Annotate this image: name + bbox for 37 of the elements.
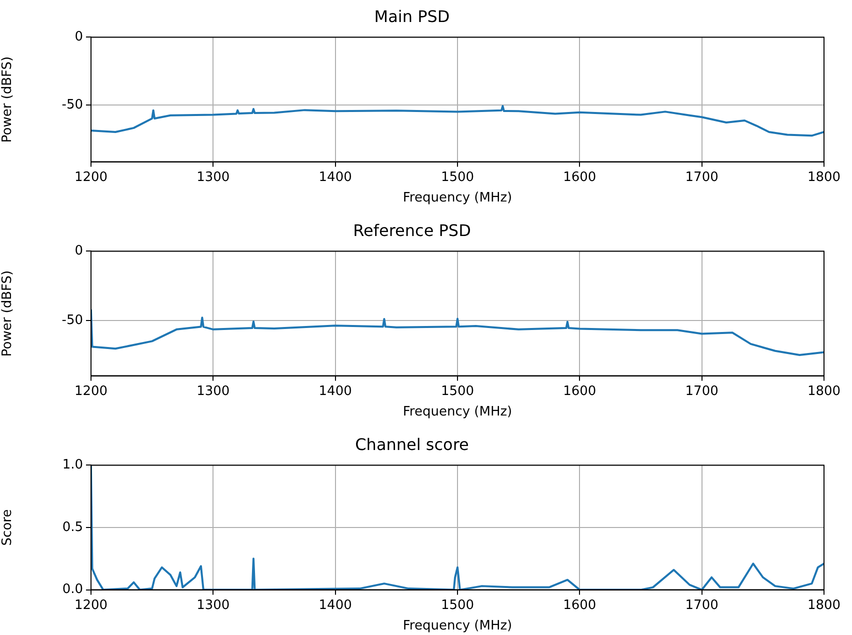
x-tick-label: 1500 <box>440 598 474 613</box>
y-axis-title: Score <box>0 509 16 546</box>
y-tick-label: 0.5 <box>62 520 83 535</box>
x-tick-label: 1700 <box>685 384 718 399</box>
y-tick-label: 0 <box>74 30 83 45</box>
y-axis-title: Power (dBFS) <box>0 270 16 357</box>
x-tick-label: 1700 <box>685 598 718 613</box>
x-tick-label: 1300 <box>196 598 230 613</box>
chart-title: Reference PSD <box>353 220 471 240</box>
x-tick-label: 1400 <box>318 598 352 613</box>
y-tick-label: 1.0 <box>62 458 83 473</box>
x-tick-label: 1600 <box>563 598 596 613</box>
x-tick-label: 1800 <box>807 598 841 613</box>
x-tick-label: 1800 <box>807 384 841 399</box>
x-tick-label: 1400 <box>318 170 352 185</box>
y-tick-label: 0.0 <box>62 582 83 598</box>
x-axis-title: Frequency (MHz) <box>402 190 512 206</box>
x-tick-label: 1300 <box>196 170 230 185</box>
x-tick-label: 1200 <box>74 598 108 613</box>
y-axis-title: Power (dBFS) <box>0 56 16 143</box>
x-tick-label: 1500 <box>440 170 474 185</box>
chart-title: Main PSD <box>374 6 450 26</box>
x-axis-title: Frequency (MHz) <box>402 618 512 634</box>
x-tick-label: 1400 <box>318 384 352 399</box>
x-tick-label: 1800 <box>807 170 841 185</box>
y-tick-label: -50 <box>62 97 83 112</box>
x-tick-label: 1700 <box>685 170 718 185</box>
y-tick-label: 0 <box>74 244 83 259</box>
x-tick-label: 1600 <box>563 170 596 185</box>
x-tick-label: 1600 <box>563 384 596 399</box>
x-axis-title: Frequency (MHz) <box>402 404 512 420</box>
chart-title: Channel score <box>355 434 469 454</box>
y-tick-label: -50 <box>62 312 83 328</box>
x-tick-label: 1300 <box>196 384 230 399</box>
x-tick-label: 1500 <box>440 384 474 399</box>
x-tick-label: 1200 <box>74 384 108 399</box>
x-tick-label: 1200 <box>74 170 108 185</box>
